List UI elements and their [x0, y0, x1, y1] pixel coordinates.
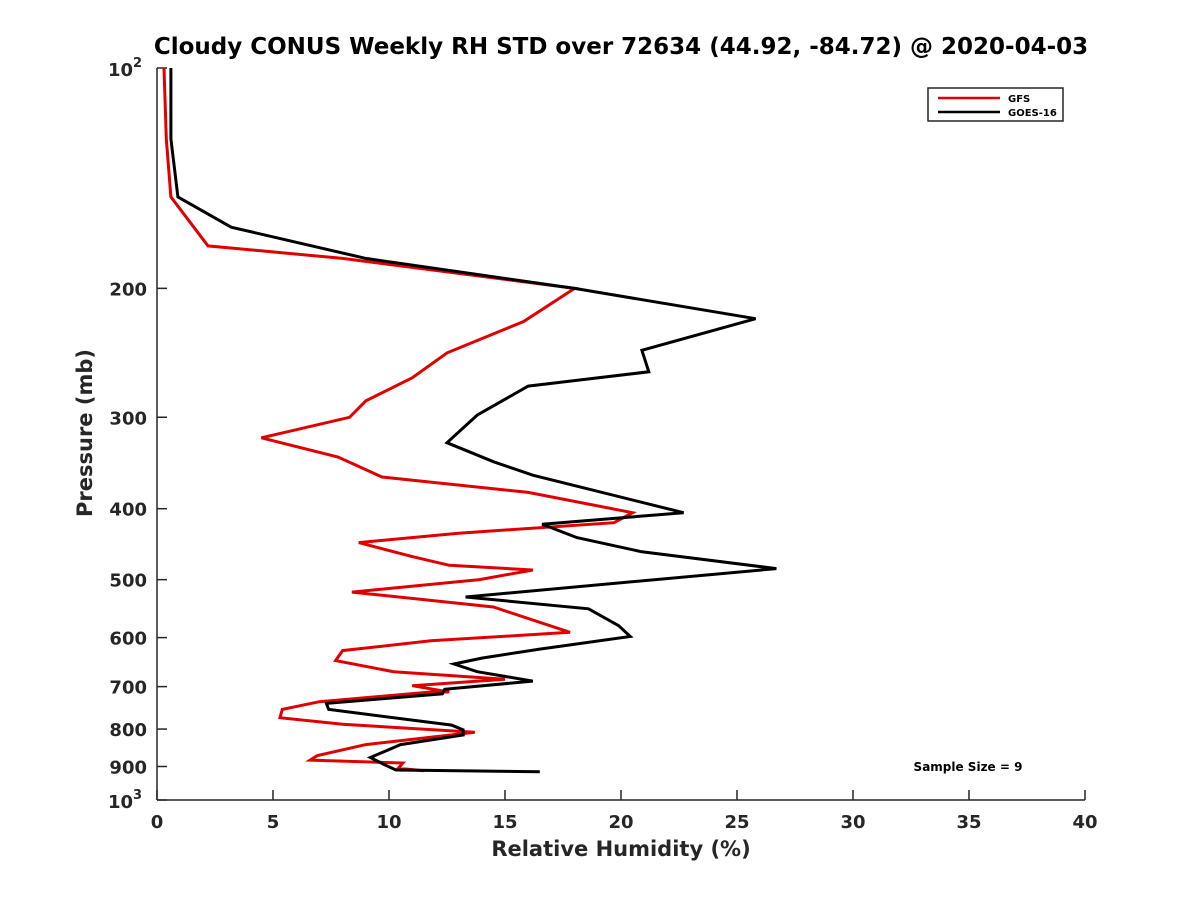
legend-box — [927, 87, 1064, 122]
y-tick-label: 200 — [109, 279, 147, 300]
legend-label: GFS — [1008, 94, 1030, 105]
y-tick-label: 10 2 — [108, 56, 142, 81]
y-tick-label: 600 — [109, 629, 147, 650]
y-tick-label-exponent: 3 — [133, 788, 142, 803]
y-tick-label: 300 — [109, 408, 147, 429]
x-tick-label: 20 — [608, 812, 633, 833]
y-tick-label: 400 — [109, 500, 147, 521]
y-tick-label: 900 — [109, 758, 147, 779]
legend-label: GOES-16 — [1008, 108, 1057, 119]
y-tick-label-base: 10 — [108, 60, 133, 81]
series-line-goes-16 — [169, 68, 777, 774]
y-tick-label: 700 — [109, 678, 147, 699]
y-tick-label: 800 — [109, 720, 147, 741]
y-tick-label: 500 — [109, 571, 147, 592]
y-tick-label-exponent: 2 — [133, 56, 142, 71]
x-tick-label: 40 — [1072, 812, 1097, 833]
series-line-gfs — [162, 67, 638, 773]
x-axis-label: Relative Humidity (%) — [491, 837, 750, 861]
y-tick-label-base: 10 — [108, 792, 133, 813]
y-tick-label: 10 3 — [108, 788, 142, 813]
y-axis-label: Pressure (mb) — [73, 349, 97, 517]
legend: GFS GOES-16 — [927, 87, 1064, 122]
x-tick-label: 15 — [492, 812, 517, 833]
x-tick-label: 30 — [840, 812, 865, 833]
chart-title: Cloudy CONUS Weekly RH STD over 72634 (4… — [154, 34, 1088, 60]
x-tick-label: 0 — [151, 812, 164, 833]
sample-size-annotation: Sample Size = 9 — [914, 760, 1023, 774]
x-tick-label: 25 — [724, 812, 749, 833]
x-tick-label: 10 — [376, 812, 401, 833]
x-tick-label: 35 — [956, 812, 981, 833]
x-tick-label: 5 — [267, 812, 280, 833]
